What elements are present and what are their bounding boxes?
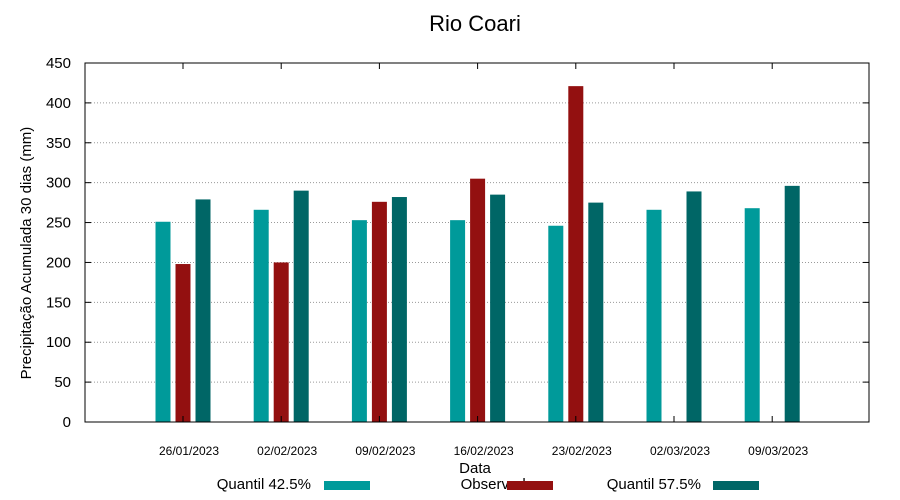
x-tick-label: 02/02/2023 <box>257 444 317 458</box>
y-tick-label: 100 <box>46 334 71 351</box>
bar-q575 <box>293 190 309 422</box>
bar-q425 <box>548 225 564 422</box>
y-tick-label: 150 <box>46 294 71 311</box>
bar-observado <box>175 264 191 422</box>
bar-q575 <box>391 197 407 422</box>
y-tick-label: 50 <box>54 374 71 391</box>
bar-q425 <box>646 209 662 422</box>
x-axis-label: Data <box>459 460 491 477</box>
legend-swatch <box>713 481 759 490</box>
bar-q575 <box>490 194 506 422</box>
legend-swatch <box>507 481 553 490</box>
bar-q425 <box>351 220 367 422</box>
y-axis-label: Precipitação Acumulada 30 dias (mm) <box>18 127 35 380</box>
x-tick-label: 16/02/2023 <box>454 444 514 458</box>
bar-q575 <box>588 202 604 422</box>
x-tick-label: 26/01/2023 <box>159 444 219 458</box>
bars <box>155 86 800 422</box>
bar-q575 <box>686 191 702 422</box>
y-tick-label: 350 <box>46 135 71 152</box>
y-tick-label: 300 <box>46 175 71 192</box>
bar-q425 <box>450 220 466 422</box>
bar-observado <box>470 178 486 422</box>
bar-q425 <box>253 209 269 422</box>
bar-q575 <box>784 185 800 422</box>
bar-observado <box>568 86 584 422</box>
bar-observado <box>273 262 289 422</box>
bar-observado <box>371 201 387 422</box>
axis-ticks: 0 50 100 150 200 250 300 350 400 450 26/01/2023 02/… <box>46 55 869 458</box>
y-tick-label: 400 <box>46 95 71 112</box>
plot-frame <box>84 62 870 423</box>
x-tick-label: 09/03/2023 <box>748 444 808 458</box>
x-tick-label: 23/02/2023 <box>552 444 612 458</box>
y-tick-label: 250 <box>46 215 71 232</box>
y-tick-label: 200 <box>46 254 71 271</box>
y-tick-label: 0 <box>63 414 71 431</box>
legend-label: Quantil 57.5% <box>607 476 701 493</box>
legend-label: Quantil 42.5% <box>217 476 311 493</box>
bar-q425 <box>155 221 171 422</box>
x-tick-label: 02/03/2023 <box>650 444 710 458</box>
legend-swatch <box>324 481 370 490</box>
bar-q575 <box>195 199 211 422</box>
chart-title: Rio Coari <box>429 11 521 36</box>
bar-q425 <box>744 208 760 422</box>
legend: Quantil 42.5% Observado Quantil 57.5% <box>217 476 759 493</box>
x-tick-label: 09/02/2023 <box>355 444 415 458</box>
y-tick-label: 450 <box>46 55 71 72</box>
